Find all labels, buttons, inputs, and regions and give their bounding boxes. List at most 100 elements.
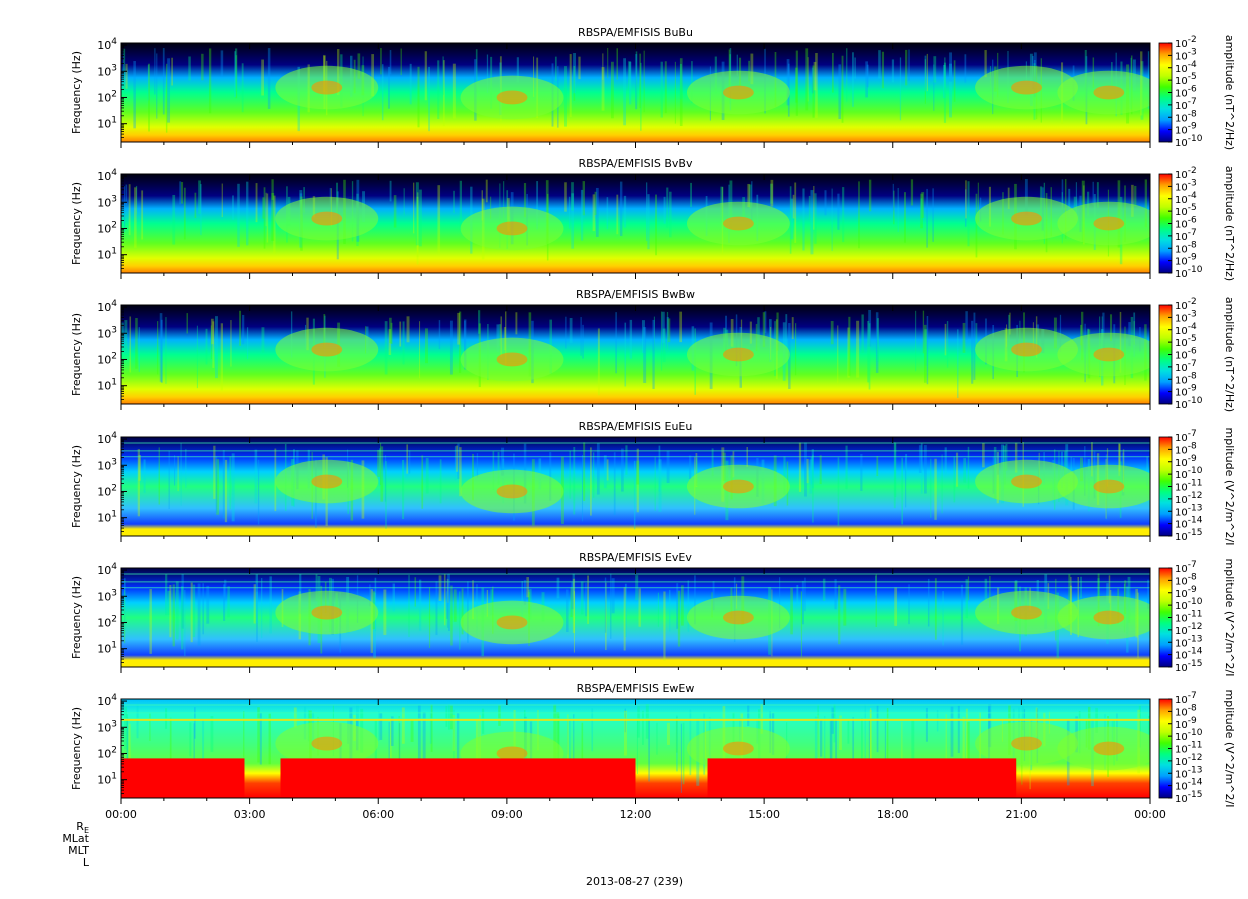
colorbar-tick-label: 10-10 bbox=[1175, 396, 1203, 411]
y-tick-label: 104 bbox=[97, 562, 117, 577]
ephemeris-label: RE bbox=[76, 820, 89, 835]
ephemeris-label: MLat bbox=[62, 832, 89, 845]
colorbar-tick-label: 10-2 bbox=[1175, 35, 1197, 50]
colorbar-tick-label: 10-12 bbox=[1175, 622, 1202, 637]
heatmap-texture bbox=[121, 573, 1150, 661]
heatmap-texture bbox=[121, 309, 1150, 398]
colorbar-tick-label: 10-8 bbox=[1175, 240, 1197, 255]
colorbar-tick-label: 10-14 bbox=[1175, 778, 1203, 793]
date-label: 2013-08-27 (239) bbox=[586, 875, 683, 888]
y-tick-label: 103 bbox=[97, 63, 117, 78]
colorbar-tick-label: 10-6 bbox=[1175, 85, 1197, 100]
colorbar-tick-label: 10-2 bbox=[1175, 297, 1197, 312]
colorbar-tick-label: 10-14 bbox=[1175, 647, 1203, 662]
y-tick-label: 101 bbox=[97, 510, 117, 525]
panel-title: RBSPA/EMFISIS EuEu bbox=[579, 420, 693, 433]
y-tick-label: 104 bbox=[97, 299, 117, 314]
y-tick-label: 102 bbox=[97, 745, 117, 760]
panel-title: RBSPA/EMFISIS EvEv bbox=[579, 551, 692, 564]
heatmap-texture bbox=[123, 47, 1150, 133]
colorbar-tick-label: 10-8 bbox=[1175, 703, 1197, 718]
spectrogram-panel-3: RBSPA/EMFISIS BwBw 101 102 103 104 Frequency … bbox=[70, 288, 1236, 412]
y-axis-label: Frequency (Hz) bbox=[70, 182, 83, 265]
colorbar-tick-label: 10-3 bbox=[1175, 47, 1197, 62]
colorbar-tick-label: 10-5 bbox=[1175, 203, 1197, 218]
colorbar-tick-label: 10-9 bbox=[1175, 253, 1197, 268]
ephemeris-label: MLT bbox=[68, 844, 89, 857]
y-axis-label: Frequency (Hz) bbox=[70, 576, 83, 659]
x-tick-label: 06:00 bbox=[362, 808, 394, 821]
panel-title: RBSPA/EMFISIS EwEw bbox=[577, 682, 695, 695]
colorbar-tick-label: 10-15 bbox=[1175, 790, 1202, 805]
colorbar-tick-label: 10-12 bbox=[1175, 491, 1202, 506]
y-tick-label: 101 bbox=[97, 378, 117, 393]
y-axis-label: Frequency (Hz) bbox=[70, 51, 83, 134]
y-tick-label: 101 bbox=[97, 772, 117, 787]
y-tick-label: 104 bbox=[97, 168, 117, 183]
y-tick-label: 102 bbox=[97, 351, 117, 366]
y-axis-label: Frequency (Hz) bbox=[70, 313, 83, 396]
colorbar-tick-label: 10-7 bbox=[1175, 359, 1197, 374]
panel-title: RBSPA/EMFISIS BwBw bbox=[576, 288, 695, 301]
colorbar-tick-label: 10-10 bbox=[1175, 597, 1203, 612]
colorbar-tick-label: 10-6 bbox=[1175, 347, 1197, 362]
colorbar-tick-label: 10-2 bbox=[1175, 166, 1197, 181]
y-tick-label: 104 bbox=[97, 37, 117, 52]
heatmap-texture bbox=[121, 442, 1150, 530]
colorbar-tick-label: 10-14 bbox=[1175, 516, 1203, 531]
colorbar-tick-label: 10-15 bbox=[1175, 528, 1202, 543]
y-tick-label: 102 bbox=[97, 614, 117, 629]
x-tick-label: 03:00 bbox=[234, 808, 266, 821]
colorbar-tick-label: 10-7 bbox=[1175, 228, 1197, 243]
x-tick-label: 00:00 bbox=[1134, 808, 1166, 821]
colorbar-tick-label: 10-8 bbox=[1175, 572, 1197, 587]
colorbar-tick-label: 10-11 bbox=[1175, 479, 1202, 494]
x-tick-label: 18:00 bbox=[877, 808, 909, 821]
colorbar-tick-label: 10-9 bbox=[1175, 122, 1197, 137]
y-tick-label: 103 bbox=[97, 719, 117, 734]
panel-title: RBSPA/EMFISIS BvBv bbox=[579, 157, 693, 170]
colorbar-tick-label: 10-13 bbox=[1175, 503, 1202, 518]
colorbar-tick-label: 10-9 bbox=[1175, 585, 1197, 600]
y-tick-label: 102 bbox=[97, 220, 117, 235]
colorbar-tick-label: 10-10 bbox=[1175, 134, 1203, 149]
colorbar-label: mplitude (V^2/m^2/I bbox=[1223, 428, 1236, 546]
colorbar-label: mplitude (V^2/m^2/I bbox=[1223, 690, 1236, 808]
colorbar-label: amplitude (nT^2/Hz) bbox=[1223, 166, 1236, 281]
y-tick-label: 104 bbox=[97, 693, 117, 708]
colorbar-tick-label: 10-9 bbox=[1175, 716, 1197, 731]
x-tick-label: 00:00 bbox=[105, 808, 137, 821]
colorbar-tick-label: 10-9 bbox=[1175, 454, 1197, 469]
y-axis-label: Frequency (Hz) bbox=[70, 445, 83, 528]
spectrogram-panel-5: RBSPA/EMFISIS EvEv 101 102 103 104 Frequency … bbox=[70, 551, 1236, 676]
colorbar-tick-label: 10-10 bbox=[1175, 265, 1203, 280]
y-tick-label: 101 bbox=[97, 247, 117, 262]
y-tick-label: 103 bbox=[97, 325, 117, 340]
x-tick-label: 15:00 bbox=[748, 808, 780, 821]
colorbar-tick-label: 10-4 bbox=[1175, 60, 1197, 75]
colorbar-tick-label: 10-7 bbox=[1175, 560, 1197, 575]
ephemeris-label: L bbox=[83, 856, 90, 869]
y-tick-label: 102 bbox=[97, 89, 117, 104]
spectrogram-panel-1: RBSPA/EMFISIS BuBu 101 102 103 104 Frequency … bbox=[70, 26, 1236, 150]
colorbar-tick-label: 10-3 bbox=[1175, 178, 1197, 193]
y-tick-label: 101 bbox=[97, 641, 117, 656]
colorbar-tick-label: 10-4 bbox=[1175, 322, 1197, 337]
colorbar-tick-label: 10-7 bbox=[1175, 429, 1197, 444]
colorbar-tick-label: 10-5 bbox=[1175, 334, 1197, 349]
colorbar-tick-label: 10-6 bbox=[1175, 216, 1197, 231]
colorbar-label: mplitude (V^2/m^2/I bbox=[1223, 559, 1236, 677]
heatmap-texture bbox=[123, 179, 1150, 265]
spectrogram-panel-2: RBSPA/EMFISIS BvBv 101 102 103 104 Frequency … bbox=[70, 157, 1236, 281]
y-tick-label: 102 bbox=[97, 483, 117, 498]
y-tick-label: 104 bbox=[97, 431, 117, 446]
colorbar-label: amplitude (nT^2/Hz) bbox=[1223, 297, 1236, 412]
colorbar-tick-label: 10-8 bbox=[1175, 371, 1197, 386]
colorbar-tick-label: 10-7 bbox=[1175, 97, 1197, 112]
x-tick-label: 12:00 bbox=[620, 808, 652, 821]
y-tick-label: 103 bbox=[97, 588, 117, 603]
y-tick-label: 103 bbox=[97, 457, 117, 472]
heatmap-texture bbox=[121, 703, 1150, 798]
colorbar-tick-label: 10-10 bbox=[1175, 728, 1203, 743]
colorbar-tick-label: 10-12 bbox=[1175, 753, 1202, 768]
